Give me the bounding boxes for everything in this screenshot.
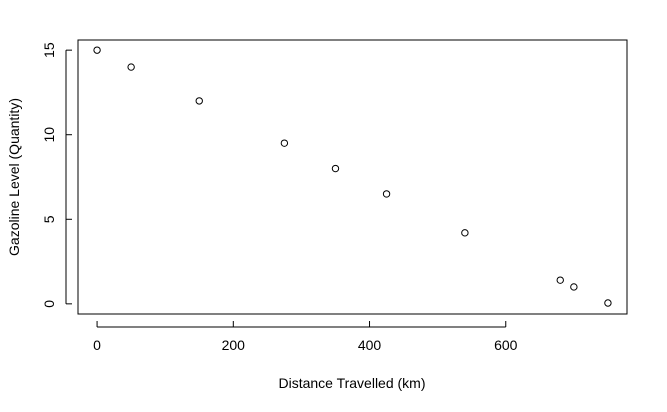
x-tick-label: 600	[494, 337, 518, 353]
data-point	[570, 283, 578, 291]
data-point	[461, 229, 469, 237]
y-axis: 0 5 10 15	[41, 42, 72, 308]
y-axis-label: Gazoline Level (Quantity)	[6, 98, 22, 256]
x-tick-label: 0	[93, 337, 101, 353]
data-point	[556, 276, 564, 284]
data-point	[280, 139, 289, 147]
x-tick-label: 400	[358, 337, 382, 353]
x-tick-label: 200	[222, 337, 246, 353]
data-point	[93, 46, 101, 54]
y-tick-label: 10	[41, 127, 57, 143]
plot-frame	[77, 39, 628, 315]
x-axis: 0 200 400 600	[93, 321, 518, 353]
x-axis-label: Distance Travelled (km)	[278, 375, 425, 391]
data-points	[93, 46, 612, 307]
data-point	[127, 63, 135, 71]
data-point	[604, 299, 612, 307]
y-tick-label: 5	[41, 215, 57, 223]
y-tick-label: 15	[41, 42, 57, 58]
data-point	[382, 190, 391, 198]
data-point	[195, 97, 203, 105]
data-point	[331, 164, 340, 173]
y-tick-label: 0	[41, 300, 57, 308]
